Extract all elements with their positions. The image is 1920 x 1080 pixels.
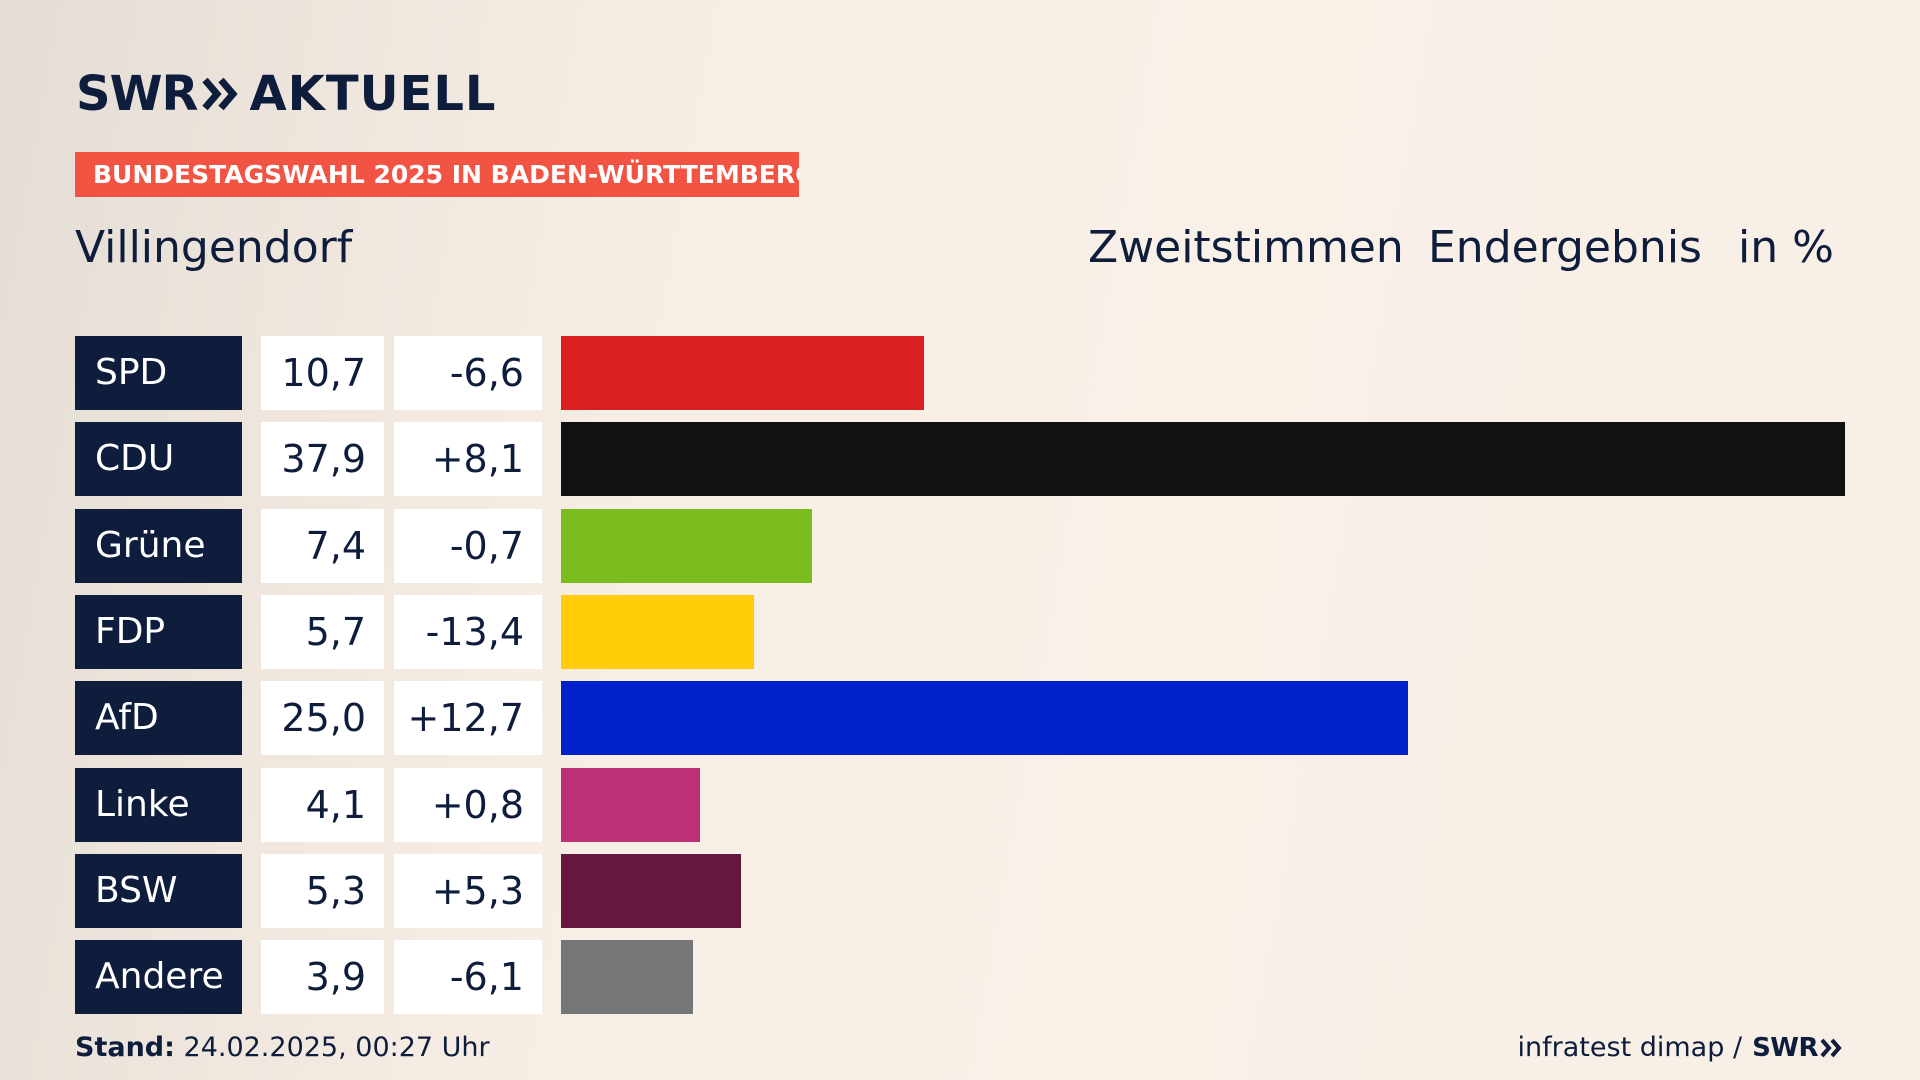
diff-label: -13,4 bbox=[394, 595, 542, 669]
header-zweitstimmen: Zweitstimmen bbox=[1088, 222, 1404, 273]
value-label: 37,9 bbox=[261, 422, 384, 496]
swr-aktuell-logo: SWR AKTUELL bbox=[76, 68, 497, 120]
result-bar bbox=[561, 336, 924, 410]
party-label: Grüne bbox=[75, 509, 242, 583]
party-label: Linke bbox=[75, 768, 242, 842]
place-title: Villingendorf bbox=[75, 222, 353, 273]
election-badge: BUNDESTAGSWAHL 2025 IN BADEN-WÜRTTEMBERG bbox=[75, 152, 799, 197]
party-label: Andere bbox=[75, 940, 242, 1014]
value-label: 5,3 bbox=[261, 854, 384, 928]
party-label: AfD bbox=[75, 681, 242, 755]
result-bar bbox=[561, 681, 1408, 755]
result-bar bbox=[561, 422, 1845, 496]
value-label: 3,9 bbox=[261, 940, 384, 1014]
value-label: 4,1 bbox=[261, 768, 384, 842]
party-label: SPD bbox=[75, 336, 242, 410]
result-bar bbox=[561, 940, 693, 1014]
source-text: infratest dimap / bbox=[1517, 1032, 1743, 1063]
stand-value: 24.02.2025, 00:27 Uhr bbox=[183, 1032, 490, 1063]
stand-label: Stand: bbox=[75, 1032, 175, 1063]
result-row: Grüne 7,4 -0,7 bbox=[0, 509, 1920, 583]
header-endergebnis: Endergebnis bbox=[1428, 222, 1702, 273]
diff-label: +0,8 bbox=[394, 768, 542, 842]
diff-label: +5,3 bbox=[394, 854, 542, 928]
result-bar bbox=[561, 595, 754, 669]
logo-aktuell-text: AKTUELL bbox=[249, 66, 497, 122]
value-label: 7,4 bbox=[261, 509, 384, 583]
result-row: AfD 25,0 +12,7 bbox=[0, 681, 1920, 755]
source-swr-logo: SWR bbox=[1752, 1033, 1818, 1063]
result-bar bbox=[561, 854, 741, 928]
diff-label: +8,1 bbox=[394, 422, 542, 496]
result-row: SPD 10,7 -6,6 bbox=[0, 336, 1920, 410]
party-label: FDP bbox=[75, 595, 242, 669]
value-label: 10,7 bbox=[261, 336, 384, 410]
diff-label: -6,6 bbox=[394, 336, 542, 410]
value-label: 5,7 bbox=[261, 595, 384, 669]
value-label: 25,0 bbox=[261, 681, 384, 755]
double-chevron-icon bbox=[202, 77, 239, 111]
footer-source: infratest dimap / SWR bbox=[1518, 1030, 1844, 1066]
double-chevron-small-icon bbox=[1820, 1038, 1842, 1058]
footer-stand: Stand: 24.02.2025, 00:27 Uhr bbox=[75, 1030, 490, 1066]
header-unit: in % bbox=[1738, 222, 1834, 273]
party-label: BSW bbox=[75, 854, 242, 928]
result-row: Linke 4,1 +0,8 bbox=[0, 768, 1920, 842]
diff-label: +12,7 bbox=[394, 681, 542, 755]
result-row: FDP 5,7 -13,4 bbox=[0, 595, 1920, 669]
result-row: Andere 3,9 -6,1 bbox=[0, 940, 1920, 1014]
result-bar bbox=[561, 768, 700, 842]
party-label: CDU bbox=[75, 422, 242, 496]
result-row: BSW 5,3 +5,3 bbox=[0, 854, 1920, 928]
result-row: CDU 37,9 +8,1 bbox=[0, 422, 1920, 496]
diff-label: -6,1 bbox=[394, 940, 542, 1014]
logo-swr-text: SWR bbox=[76, 66, 198, 122]
result-bar bbox=[561, 509, 812, 583]
diff-label: -0,7 bbox=[394, 509, 542, 583]
